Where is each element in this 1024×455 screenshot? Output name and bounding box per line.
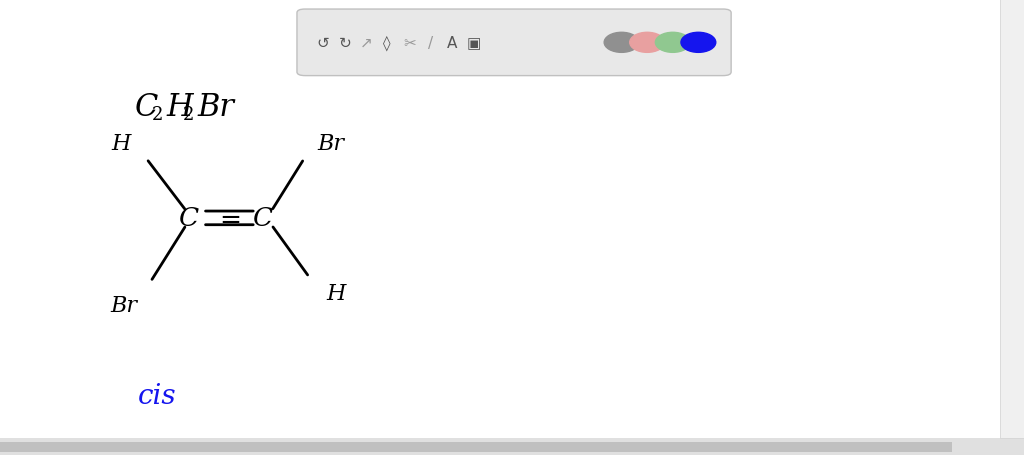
Ellipse shape (681, 33, 716, 53)
Text: C: C (253, 206, 273, 231)
Text: /: / (427, 36, 433, 51)
Text: C: C (179, 206, 200, 231)
Bar (0, 438, 1024, 455)
Text: ▣: ▣ (467, 36, 481, 51)
Text: ↗: ↗ (360, 36, 373, 51)
Ellipse shape (630, 33, 665, 53)
FancyBboxPatch shape (297, 10, 731, 76)
Text: =: = (219, 207, 242, 234)
Text: C: C (135, 91, 159, 122)
Bar (0, 442, 952, 452)
Text: ↻: ↻ (339, 36, 351, 51)
Text: Br: Br (111, 294, 137, 316)
Ellipse shape (604, 33, 639, 53)
Text: ✂: ✂ (403, 36, 416, 51)
Bar (1000, 0, 1024, 438)
Text: Br: Br (317, 132, 344, 154)
Ellipse shape (655, 33, 690, 53)
Text: ◊: ◊ (383, 35, 391, 51)
Text: H: H (167, 91, 194, 122)
Text: ↺: ↺ (316, 36, 329, 51)
Text: 2: 2 (183, 106, 195, 124)
Text: cis: cis (138, 382, 177, 410)
Text: Br: Br (198, 91, 234, 122)
Text: H: H (112, 132, 130, 154)
Text: H: H (327, 283, 345, 304)
Text: A: A (446, 36, 457, 51)
Text: 2: 2 (152, 106, 163, 124)
